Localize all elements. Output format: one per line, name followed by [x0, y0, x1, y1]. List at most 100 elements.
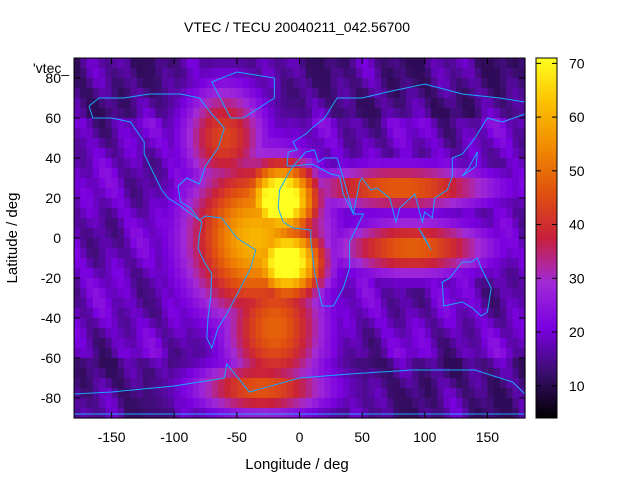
heatmap-cell: [224, 128, 232, 139]
heatmap-cell: [393, 338, 401, 349]
heatmap-cell: [92, 358, 100, 369]
heatmap-cell: [99, 328, 106, 339]
heatmap-cell: [380, 408, 388, 419]
heatmap-cell: [205, 178, 213, 189]
heatmap-cell: [462, 178, 470, 189]
heatmap-cell: [230, 178, 238, 189]
heatmap-cell: [424, 188, 432, 199]
heatmap-cell: [86, 148, 94, 159]
heatmap-cell: [180, 248, 188, 259]
heatmap-cell: [255, 148, 263, 159]
heatmap-cell: [474, 398, 482, 409]
heatmap-cell: [261, 118, 269, 129]
heatmap-cell: [186, 218, 194, 229]
heatmap-cell: [481, 68, 489, 79]
heatmap-cell: [293, 158, 301, 169]
heatmap-cell: [218, 398, 225, 409]
heatmap-cell: [167, 198, 175, 209]
heatmap-cell: [343, 408, 351, 419]
heatmap-cell: [362, 268, 370, 279]
heatmap-cell: [393, 178, 401, 189]
heatmap-cell: [418, 318, 426, 329]
heatmap-cell: [368, 368, 376, 379]
heatmap-cell: [280, 288, 288, 299]
heatmap-cell: [337, 98, 344, 109]
heatmap-cell: [293, 108, 301, 119]
heatmap-cell: [437, 238, 445, 249]
heatmap-cell: [349, 228, 357, 239]
heatmap-cell: [412, 228, 420, 239]
heatmap-cell: [499, 128, 507, 139]
heatmap-cell: [218, 298, 225, 309]
heatmap-cell: [230, 308, 238, 319]
coastline: [88, 93, 225, 223]
heatmap-cell: [136, 188, 144, 199]
heatmap-cell: [80, 178, 88, 189]
heatmap-cell: [74, 288, 81, 299]
heatmap-cell: [86, 238, 94, 249]
heatmap-cell: [424, 258, 432, 269]
heatmap-cell: [105, 178, 113, 189]
heatmap-cell: [230, 148, 238, 159]
heatmap-cell: [92, 198, 100, 209]
heatmap-cell: [324, 338, 332, 349]
heatmap-cell: [299, 278, 307, 289]
heatmap-cell: [249, 348, 257, 359]
heatmap-cell: [86, 298, 94, 309]
heatmap-cell: [312, 168, 319, 179]
heatmap-cell: [286, 68, 294, 79]
heatmap-cell: [199, 248, 207, 259]
heatmap-cell: [167, 318, 175, 329]
heatmap-cell: [280, 348, 288, 359]
heatmap-cell: [355, 68, 363, 79]
heatmap-cell: [405, 228, 413, 239]
heatmap-cell: [205, 268, 213, 279]
heatmap-cell: [506, 178, 514, 189]
heatmap-cell: [330, 368, 338, 379]
heatmap-cell: [99, 238, 106, 249]
heatmap-cell: [268, 158, 276, 169]
heatmap-cell: [493, 318, 501, 329]
heatmap-cell: [512, 108, 520, 119]
heatmap-cell: [80, 228, 88, 239]
heatmap-cell: [199, 358, 207, 369]
heatmap-cell: [218, 208, 225, 219]
heatmap-cell: [255, 358, 263, 369]
heatmap-cell: [293, 98, 301, 109]
heatmap-cell: [456, 298, 463, 309]
heatmap-cell: [368, 358, 376, 369]
heatmap-cell: [80, 138, 88, 149]
heatmap-cell: [362, 278, 370, 289]
heatmap-cell: [261, 408, 269, 419]
heatmap-cell: [111, 118, 119, 129]
heatmap-cell: [293, 238, 301, 249]
heatmap-cell: [380, 368, 388, 379]
heatmap-cell: [149, 408, 157, 419]
heatmap-cell: [174, 308, 182, 319]
heatmap-cell: [481, 328, 489, 339]
heatmap-cell: [337, 68, 344, 79]
heatmap-cell: [468, 278, 476, 289]
heatmap-cell: [174, 278, 182, 289]
heatmap-cell: [312, 228, 319, 239]
heatmap-cell: [286, 358, 294, 369]
heatmap-cell: [487, 88, 495, 99]
heatmap-cell: [468, 68, 476, 79]
heatmap-cell: [305, 268, 313, 279]
heatmap-cell: [424, 98, 432, 109]
heatmap-cell: [205, 138, 213, 149]
heatmap-cell: [330, 208, 338, 219]
heatmap-cell: [512, 98, 520, 109]
heatmap-cell: [186, 388, 194, 399]
heatmap-cell: [330, 348, 338, 359]
heatmap-cell: [117, 298, 125, 309]
heatmap-cell: [199, 258, 207, 269]
heatmap-cell: [211, 408, 219, 419]
heatmap-cell: [274, 218, 282, 229]
heatmap-cell: [343, 198, 351, 209]
heatmap-cell: [437, 398, 445, 409]
heatmap-cell: [243, 228, 250, 239]
heatmap-cell: [211, 208, 219, 219]
heatmap-cell: [380, 298, 388, 309]
heatmap-cell: [405, 168, 413, 179]
